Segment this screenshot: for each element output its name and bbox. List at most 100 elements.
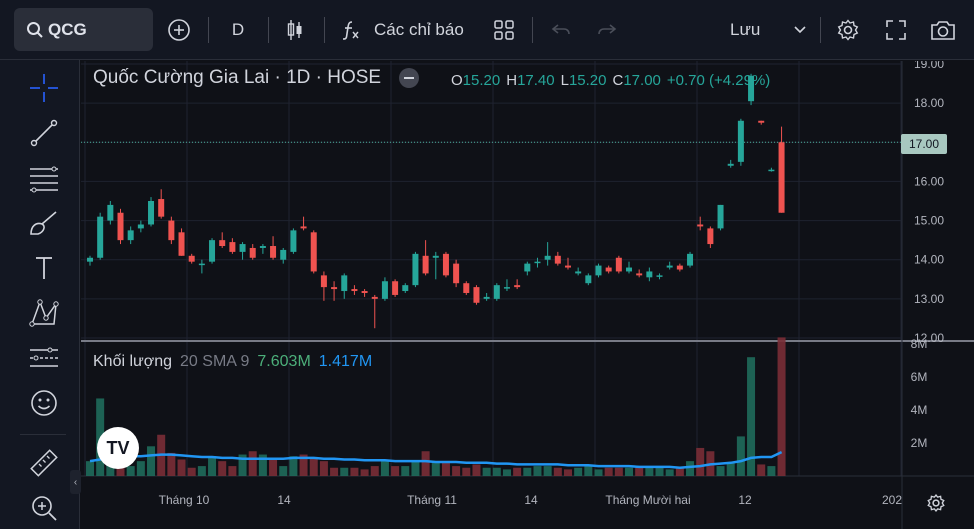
pattern-tool[interactable] xyxy=(22,294,66,332)
time-tick-label: 12 xyxy=(738,493,752,507)
price-tick-label: 12.00 xyxy=(914,331,944,345)
ohlc-values: O15.20 H17.40 L15.20 C17.00 +0.70 (+4.29… xyxy=(451,72,770,89)
candle-body xyxy=(290,230,297,252)
volume-bar xyxy=(279,466,288,476)
time-tick-label: 14 xyxy=(524,493,538,507)
volume-bar xyxy=(462,467,471,476)
volume-bar xyxy=(696,447,705,476)
drawing-toolbar: ‹ xyxy=(0,60,81,529)
trendline-tool[interactable] xyxy=(22,114,66,152)
snapshot-button[interactable] xyxy=(926,8,960,51)
chart-type-button[interactable] xyxy=(280,8,310,51)
candle-body xyxy=(737,120,744,162)
tradingview-logo[interactable]: TV xyxy=(97,427,139,469)
volume-bar xyxy=(391,466,400,476)
close-key: C xyxy=(612,72,624,89)
chart-area[interactable]: 19.00 18.00 17.00 16.00 15.00 14.00 13.00 12.00… xyxy=(81,57,974,529)
price-chart[interactable]: 19.00 18.00 17.00 16.00 15.00 14.00 13.00 12.00… xyxy=(81,57,974,529)
settings-button[interactable] xyxy=(832,8,864,51)
price-tick-label: 18.00 xyxy=(914,96,944,110)
candle-body xyxy=(239,244,246,252)
fullscreen-button[interactable] xyxy=(880,8,912,51)
candle-body xyxy=(646,271,653,278)
volume-bar xyxy=(228,466,237,476)
ruler-icon xyxy=(30,449,58,477)
open-value: 15.20 xyxy=(462,72,501,89)
high-value: 17.40 xyxy=(517,72,555,89)
volume-bar xyxy=(126,466,135,476)
price-tick-label: 14.00 xyxy=(914,253,944,267)
fib-tool[interactable] xyxy=(22,159,66,197)
hide-legend-button[interactable] xyxy=(399,68,420,88)
low-value: 15.20 xyxy=(568,72,607,89)
separator xyxy=(268,17,269,43)
forecast-icon xyxy=(30,347,58,367)
save-button[interactable]: Lưu xyxy=(722,8,818,51)
candle-body xyxy=(402,285,409,292)
time-tick-label: 202 xyxy=(882,493,902,507)
candle-body xyxy=(483,296,490,299)
pattern-icon xyxy=(29,299,59,327)
search-icon xyxy=(27,21,43,38)
volume-title[interactable]: Khối lượng xyxy=(93,353,173,370)
time-tick-label: Tháng Mười hai xyxy=(605,493,690,507)
candle-body xyxy=(331,287,338,290)
candle-body xyxy=(97,216,104,258)
symbol-search[interactable]: QCG xyxy=(14,8,153,51)
candle-body xyxy=(748,75,755,102)
add-symbol-button[interactable] xyxy=(162,8,196,51)
camera-icon xyxy=(931,20,955,40)
volume-bar xyxy=(289,456,298,476)
candle-body xyxy=(432,255,439,258)
candle-body xyxy=(615,257,622,272)
emoji-tool[interactable] xyxy=(22,384,66,422)
candle-body xyxy=(503,287,510,289)
candle-body xyxy=(392,281,399,295)
indicators-button[interactable]: Các chỉ báo xyxy=(338,8,478,51)
candle-body xyxy=(300,226,307,229)
add-symbol-icon xyxy=(168,18,190,41)
symbol-title[interactable]: Quốc Cường Gia Lai · 1D · HOSE xyxy=(93,67,382,88)
brush-tool[interactable] xyxy=(22,204,66,242)
candle-body xyxy=(259,246,266,248)
layout-button[interactable] xyxy=(488,8,520,51)
volume-bar xyxy=(513,467,522,476)
settings-icon xyxy=(927,494,945,512)
crosshair-tool[interactable] xyxy=(22,69,66,107)
volume-bar xyxy=(218,461,227,476)
candle-body xyxy=(341,275,348,292)
volume-bar xyxy=(645,467,654,476)
candle-body xyxy=(595,265,602,276)
candle-body xyxy=(473,287,480,303)
change-value: +0.70 (+4.29%) xyxy=(666,72,771,89)
settings-icon xyxy=(837,18,859,41)
volume-bar xyxy=(716,466,725,476)
text-tool[interactable] xyxy=(22,249,66,287)
candle-body xyxy=(270,246,277,258)
collapse-toolbar-button[interactable]: ‹ xyxy=(70,470,81,494)
candle-body xyxy=(727,163,734,166)
candle-body xyxy=(717,204,724,229)
volume-bar xyxy=(401,466,410,476)
candle-body xyxy=(188,255,195,262)
chart-settings-button[interactable] xyxy=(924,491,948,515)
zoom-tool[interactable] xyxy=(22,489,66,527)
ruler-tool[interactable] xyxy=(22,444,66,482)
volume-bar xyxy=(584,466,593,476)
volume-bar xyxy=(197,466,206,476)
volume-bar xyxy=(747,357,756,476)
candle-body xyxy=(758,120,765,123)
forecast-tool[interactable] xyxy=(22,339,66,377)
undo-button[interactable] xyxy=(546,8,576,51)
volume-bar xyxy=(187,467,196,476)
volume-bar xyxy=(533,466,542,476)
interval-button[interactable]: D xyxy=(231,19,245,39)
candle-body xyxy=(158,199,165,217)
volume-bar xyxy=(686,461,695,476)
chevron-down-icon[interactable] xyxy=(794,25,806,34)
redo-button[interactable] xyxy=(592,8,622,51)
zoom-icon xyxy=(32,496,57,521)
last-price-label: 17.00 xyxy=(901,134,947,154)
volume-bar xyxy=(452,466,461,476)
candle-body xyxy=(768,169,775,172)
